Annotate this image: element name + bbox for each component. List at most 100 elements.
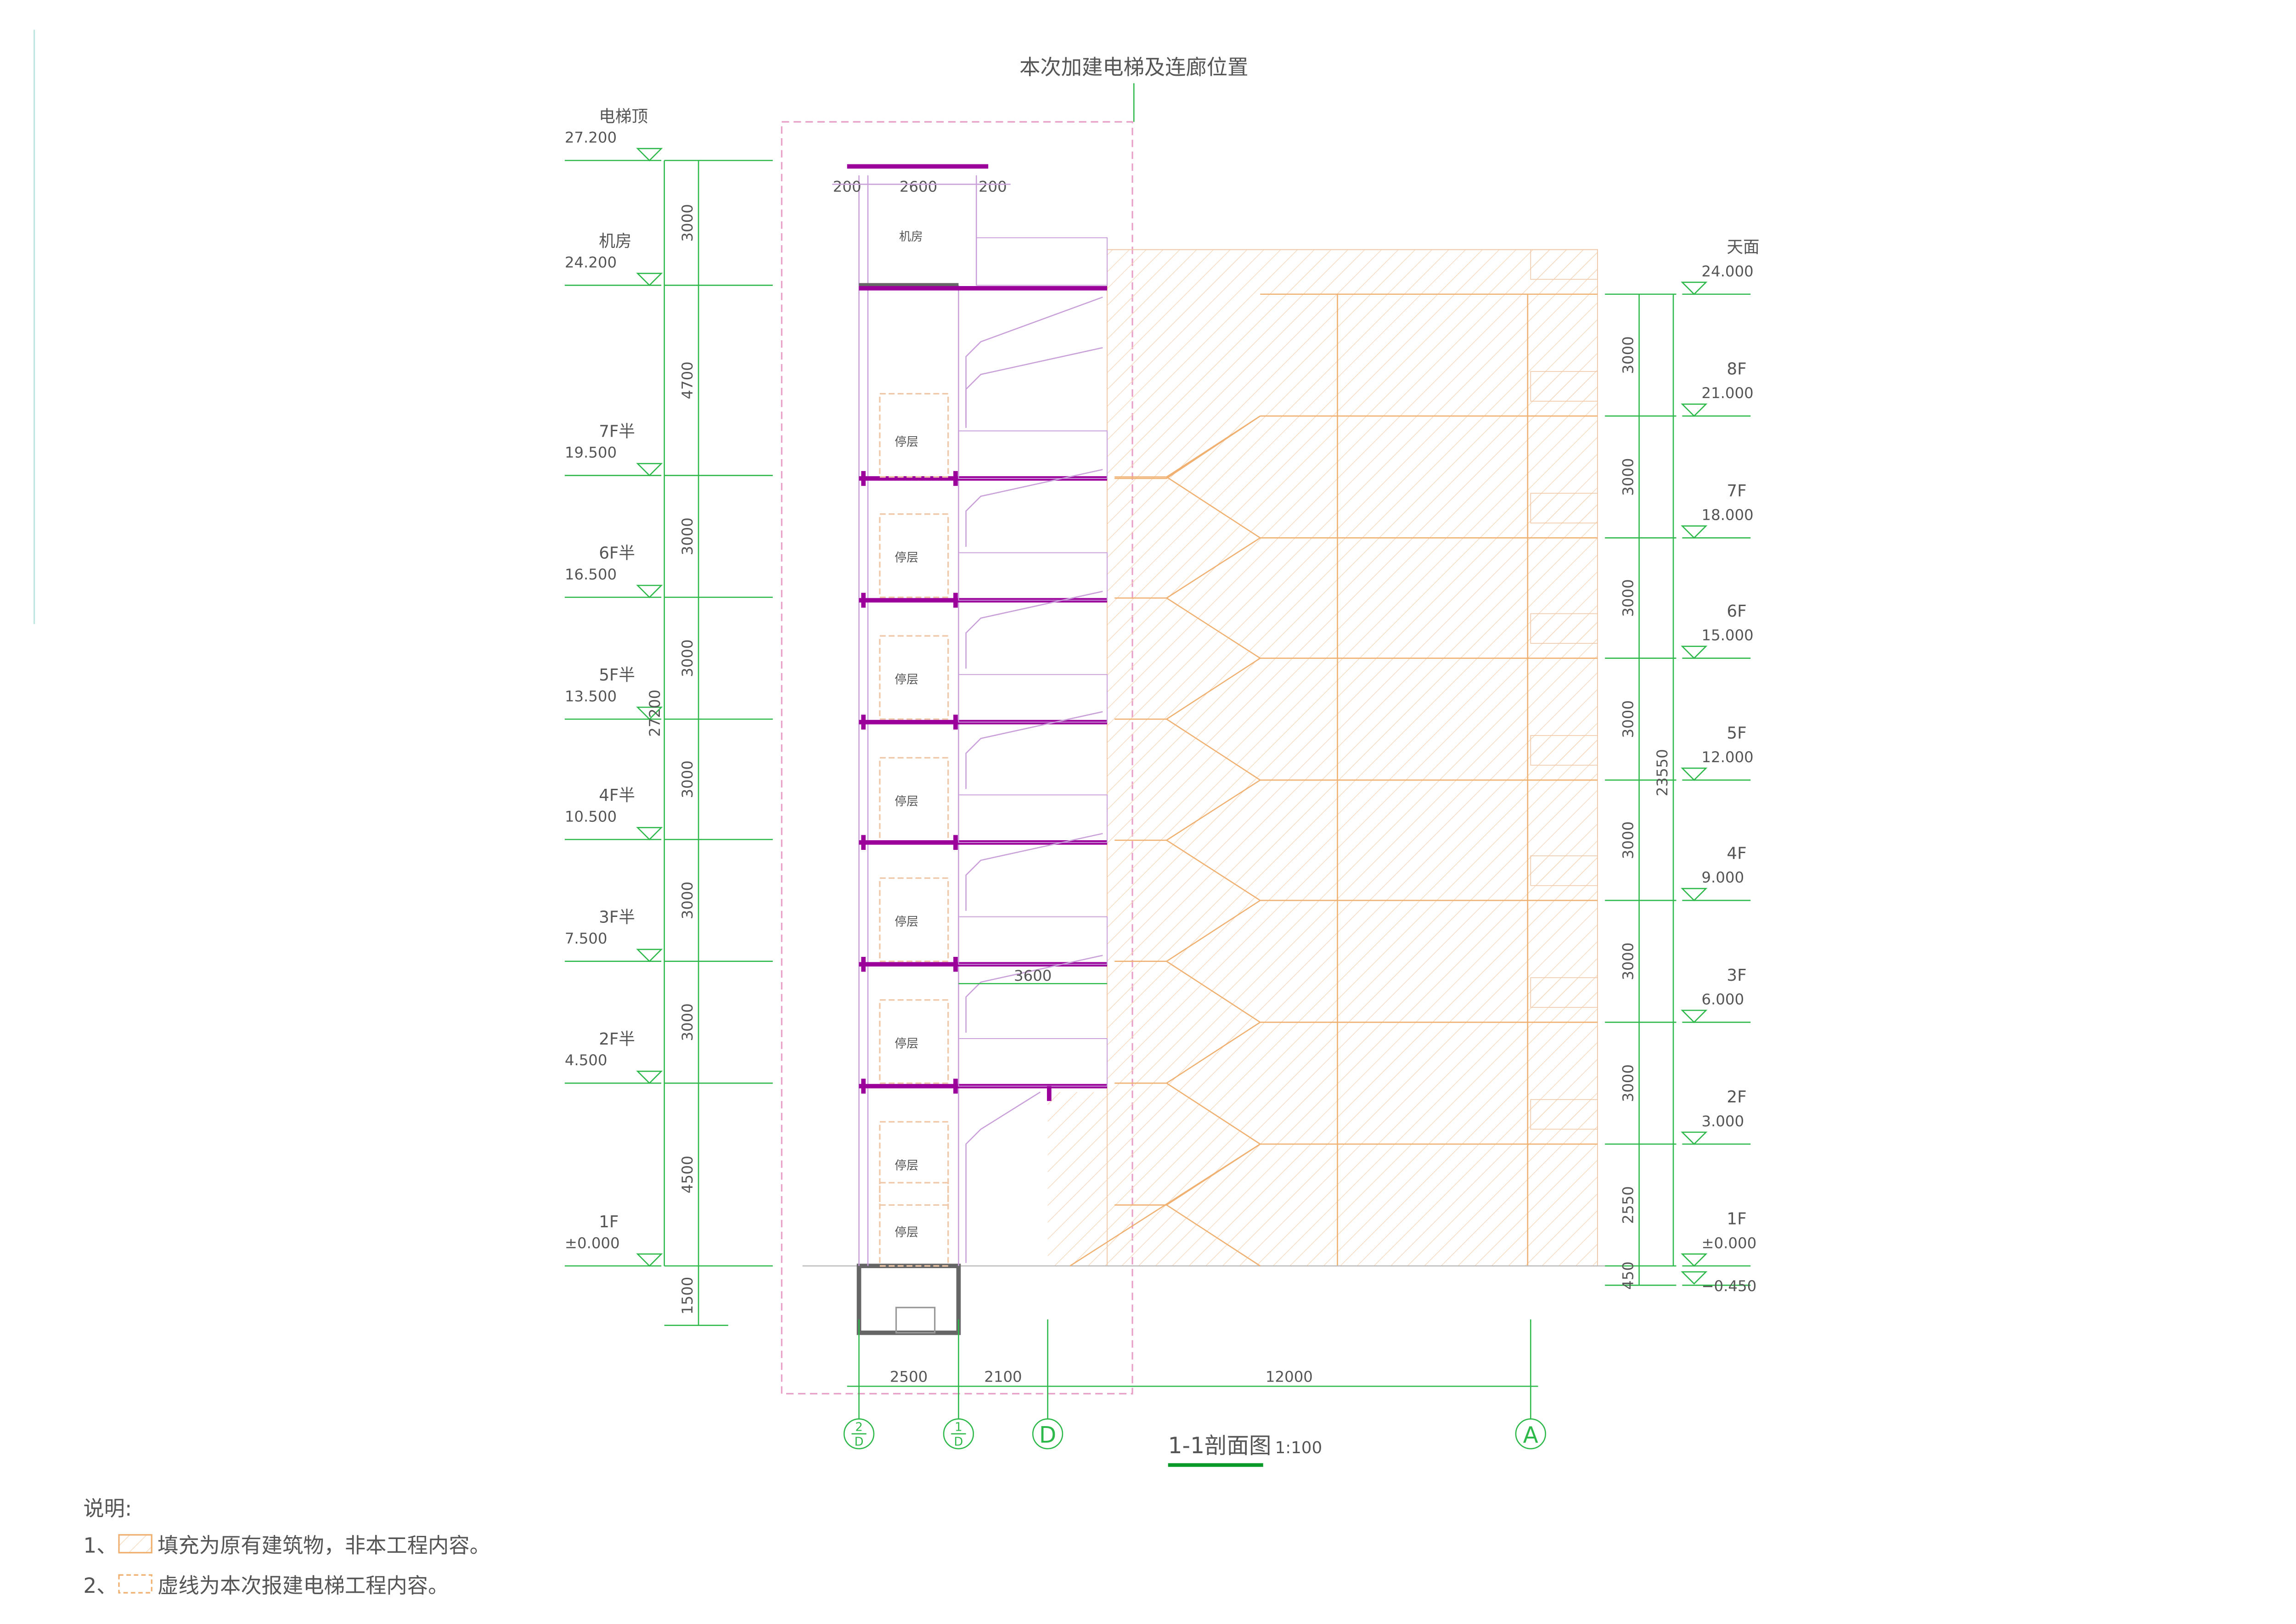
level-marker	[1681, 888, 1708, 901]
room-label: 停层	[895, 1159, 918, 1173]
level-marker	[1681, 1271, 1708, 1285]
level-elev: 24.200	[565, 253, 617, 271]
stop-box	[879, 1182, 949, 1267]
level-elev: 18.000	[1701, 506, 1753, 524]
stop-box	[879, 757, 949, 842]
level-name: 8F	[1727, 360, 1746, 378]
room-label: 停层	[895, 551, 918, 565]
axis-label: D	[1039, 1422, 1056, 1448]
level-name: 4F半	[599, 786, 635, 805]
dim-text: 2100	[984, 1368, 1022, 1386]
buffer	[895, 1307, 936, 1334]
level-name: 1F	[1727, 1210, 1746, 1229]
level-elev: 16.500	[565, 566, 617, 583]
notes-heading: 说明:	[83, 1496, 132, 1521]
balcony	[1530, 977, 1598, 1008]
dim-text: 1500	[679, 1277, 696, 1315]
level-elev: 12.000	[1701, 748, 1753, 766]
ramp	[965, 590, 1103, 669]
railing	[958, 552, 1108, 601]
level-elev: 9.000	[1701, 869, 1744, 886]
level-name: 3F	[1727, 966, 1746, 985]
room-label: 停层	[895, 673, 918, 687]
level-marker	[636, 1253, 663, 1267]
stair	[1069, 1143, 1261, 1267]
section-scale: 1:100	[1275, 1439, 1322, 1457]
stop-box	[879, 513, 949, 598]
axis-den: D	[954, 1435, 963, 1449]
dim-text: 3000	[679, 760, 696, 798]
level-marker	[1681, 1010, 1708, 1023]
dim-text: 3000	[1620, 336, 1637, 374]
dim-text: 4500	[679, 1156, 696, 1193]
level-name: 4F	[1727, 844, 1746, 863]
dim-text: 3000	[679, 204, 696, 242]
dim-text: 3000	[679, 1003, 696, 1041]
railing	[958, 430, 1108, 479]
level-marker	[1681, 403, 1708, 417]
existing-building	[1107, 249, 1598, 1267]
note-index: 1、	[83, 1534, 117, 1558]
ramp	[965, 833, 1103, 911]
level-marker	[636, 949, 663, 962]
railing	[958, 1038, 1108, 1087]
level-elev: 6.000	[1701, 991, 1744, 1008]
existing-building	[1047, 1092, 1108, 1266]
note-text: 填充为原有建筑物，非本工程内容。	[158, 1534, 490, 1558]
dim-text: 12000	[1266, 1368, 1313, 1386]
balcony	[1530, 249, 1598, 280]
level-marker	[636, 584, 663, 598]
axis-bubble	[1515, 1418, 1546, 1450]
dim-text: 23550	[1654, 749, 1671, 796]
stop-box	[879, 1121, 949, 1206]
balcony	[1530, 1099, 1598, 1130]
level-name: 电梯顶	[599, 107, 648, 126]
level-elev: 13.500	[565, 687, 617, 705]
title: 本次加建电梯及连廊位置	[1019, 55, 1248, 79]
level-marker	[1681, 646, 1708, 659]
railing	[958, 430, 1108, 479]
railing	[976, 237, 1108, 286]
level-elev: 19.500	[565, 444, 617, 461]
room-label: 停层	[895, 435, 918, 449]
dim-text: 3000	[679, 882, 696, 919]
level-elev: 21.000	[1701, 384, 1753, 402]
level-elev: 7.500	[565, 930, 608, 947]
dim-text: 450	[1620, 1261, 1637, 1290]
dim-text: 2600	[900, 178, 937, 195]
level-marker	[636, 273, 663, 287]
level-elev: 3.000	[1701, 1113, 1744, 1130]
stop-box	[879, 393, 949, 478]
level-elev: 15.000	[1701, 627, 1753, 644]
room-label: 停层	[895, 795, 918, 809]
ramp	[965, 296, 1103, 428]
level-name: 天面	[1727, 238, 1759, 257]
axis-bubble	[843, 1418, 875, 1450]
section-title: 1-1剖面图	[1168, 1433, 1272, 1459]
dim-text: 3000	[1620, 579, 1637, 617]
dim-text: 200	[833, 178, 861, 195]
stop-box	[879, 999, 949, 1084]
ramp	[965, 955, 1103, 1033]
room-label: 停层	[895, 1225, 918, 1239]
balcony	[1530, 613, 1598, 644]
dim-text: 3000	[1620, 700, 1637, 738]
axis-num: 2	[855, 1420, 862, 1434]
pit	[856, 1264, 961, 1335]
level-name: 7F半	[599, 422, 635, 441]
note-text: 虚线为本次报建电梯工程内容。	[158, 1573, 449, 1598]
room-label: 停层	[895, 915, 918, 929]
railing	[958, 794, 1108, 843]
dim-text: 3000	[1620, 821, 1637, 859]
level-name: 7F	[1727, 482, 1746, 500]
level-elev: ±0.000	[565, 1234, 620, 1252]
level-marker	[636, 827, 663, 841]
axis-den: D	[855, 1435, 864, 1449]
dim-text: 4700	[679, 361, 696, 399]
railing	[958, 674, 1108, 723]
level-name: 5F半	[599, 666, 635, 685]
level-elev: 10.500	[565, 808, 617, 826]
stop-box	[879, 635, 949, 720]
dim-text: 3000	[1620, 1064, 1637, 1102]
